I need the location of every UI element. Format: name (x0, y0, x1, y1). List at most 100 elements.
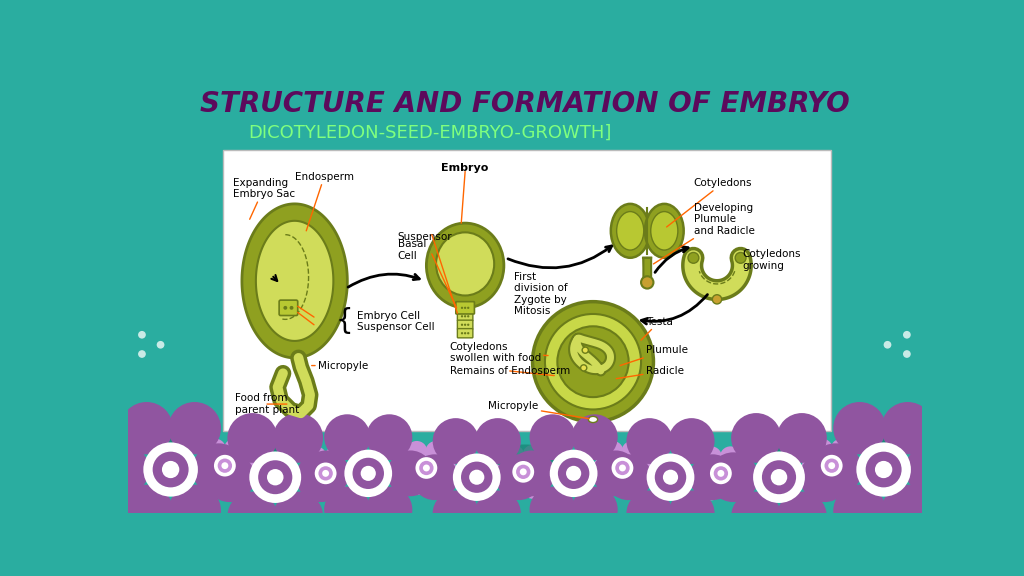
Circle shape (120, 484, 173, 537)
Circle shape (641, 276, 653, 289)
Text: Suspensor Cell: Suspensor Cell (356, 322, 434, 332)
Circle shape (700, 479, 722, 501)
Circle shape (305, 479, 327, 501)
Circle shape (611, 457, 634, 479)
Circle shape (605, 454, 651, 500)
Circle shape (731, 492, 781, 541)
Circle shape (856, 442, 911, 497)
Circle shape (218, 458, 232, 473)
Circle shape (461, 332, 463, 335)
Circle shape (461, 306, 463, 309)
Circle shape (205, 452, 255, 502)
Circle shape (475, 418, 521, 464)
Circle shape (571, 487, 617, 532)
Circle shape (809, 444, 862, 496)
Circle shape (720, 479, 741, 501)
Circle shape (453, 453, 501, 501)
Text: {: { (335, 307, 352, 335)
Circle shape (153, 452, 188, 487)
Circle shape (602, 441, 624, 462)
Circle shape (557, 326, 629, 397)
Circle shape (464, 332, 466, 335)
Circle shape (407, 441, 427, 462)
Circle shape (464, 324, 466, 326)
Circle shape (566, 466, 582, 481)
Text: First
division of
Zygote by
Mitosis: First division of Zygote by Mitosis (514, 271, 567, 316)
Text: Food from
parent plant: Food from parent plant (234, 393, 299, 415)
Circle shape (735, 252, 746, 263)
Text: Micropyle: Micropyle (311, 361, 368, 370)
Circle shape (249, 452, 301, 503)
Circle shape (689, 454, 735, 500)
Circle shape (834, 484, 886, 537)
Ellipse shape (164, 431, 177, 462)
FancyBboxPatch shape (458, 303, 473, 312)
Circle shape (467, 324, 469, 326)
Polygon shape (242, 204, 347, 358)
Circle shape (812, 472, 833, 492)
Circle shape (593, 450, 639, 497)
FancyBboxPatch shape (643, 258, 651, 277)
Circle shape (762, 460, 796, 494)
Text: Developing
Plumule
and Radicle: Developing Plumule and Radicle (653, 203, 755, 264)
Circle shape (318, 466, 333, 480)
Circle shape (581, 365, 587, 371)
Circle shape (731, 413, 781, 463)
Circle shape (529, 487, 575, 532)
Circle shape (718, 470, 724, 477)
Circle shape (627, 418, 673, 464)
Circle shape (874, 461, 892, 478)
Circle shape (314, 463, 337, 484)
Circle shape (323, 470, 329, 477)
Circle shape (412, 454, 458, 500)
Circle shape (267, 469, 284, 486)
Circle shape (396, 457, 418, 479)
FancyBboxPatch shape (280, 300, 298, 316)
Circle shape (325, 414, 371, 460)
Text: Remains of Endosperm: Remains of Endosperm (450, 366, 570, 376)
Text: DICOTYLEDON-SEED-EMBRYO-GROWTH]: DICOTYLEDON-SEED-EMBRYO-GROWTH] (249, 123, 612, 141)
Circle shape (416, 457, 437, 479)
FancyBboxPatch shape (456, 302, 474, 314)
Circle shape (467, 332, 469, 335)
Circle shape (367, 414, 413, 460)
Circle shape (334, 463, 355, 484)
Text: Basal
Cell: Basal Cell (397, 239, 426, 261)
Text: Embryo: Embryo (441, 162, 488, 173)
Circle shape (469, 469, 484, 485)
Circle shape (496, 454, 542, 500)
Circle shape (423, 464, 430, 471)
Circle shape (461, 461, 493, 493)
Circle shape (461, 315, 463, 317)
Circle shape (663, 469, 678, 485)
Circle shape (433, 491, 479, 536)
Circle shape (467, 306, 469, 309)
Text: Cotyledons
swollen with food: Cotyledons swollen with food (450, 342, 548, 363)
Circle shape (545, 314, 641, 410)
Circle shape (227, 413, 278, 463)
Circle shape (516, 465, 530, 479)
Circle shape (903, 331, 910, 339)
Circle shape (419, 461, 433, 475)
Circle shape (494, 461, 515, 482)
Ellipse shape (268, 431, 283, 462)
Circle shape (503, 445, 524, 466)
Circle shape (646, 453, 694, 501)
Circle shape (205, 439, 226, 460)
FancyBboxPatch shape (458, 320, 473, 329)
Ellipse shape (645, 204, 684, 258)
Circle shape (522, 478, 544, 499)
Polygon shape (256, 221, 334, 341)
FancyBboxPatch shape (458, 312, 473, 321)
Circle shape (688, 252, 698, 263)
Circle shape (593, 457, 613, 479)
Circle shape (296, 452, 346, 502)
Circle shape (571, 414, 617, 460)
Ellipse shape (650, 211, 678, 250)
Circle shape (669, 418, 715, 464)
Circle shape (387, 450, 433, 497)
Circle shape (162, 461, 179, 478)
Circle shape (821, 455, 843, 476)
Circle shape (691, 463, 713, 484)
Circle shape (802, 455, 823, 476)
